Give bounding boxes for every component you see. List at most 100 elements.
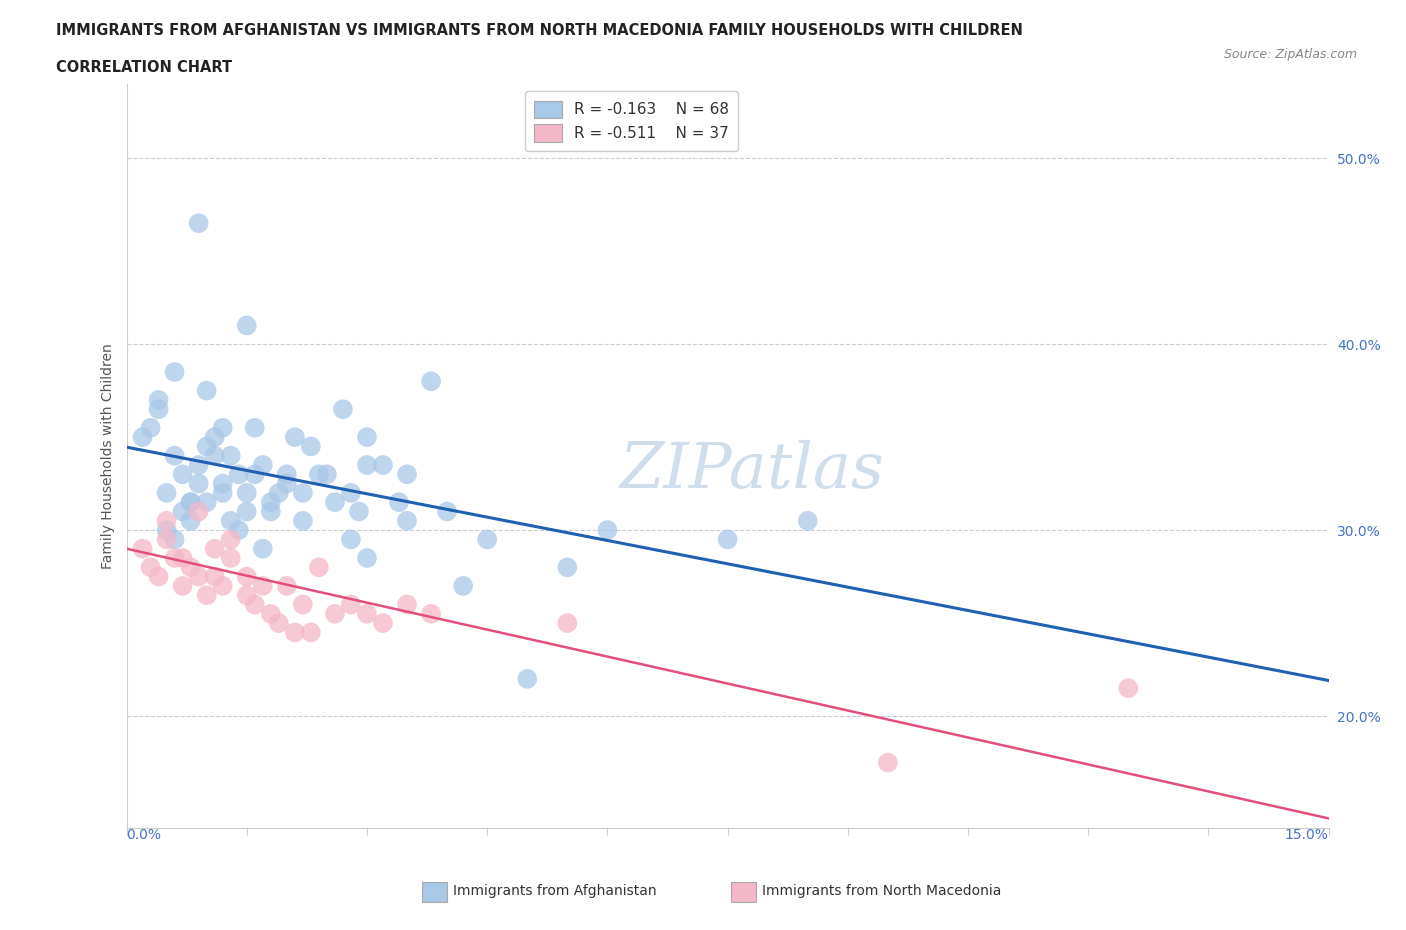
Point [877,755,900,770]
Point [243,597,266,612]
Point [267,616,290,631]
Point [235,588,259,603]
Point [596,523,619,538]
Point [260,606,283,621]
Text: CORRELATION CHART: CORRELATION CHART [56,60,232,75]
Point [475,532,498,547]
Point [796,513,818,528]
Point [235,485,259,500]
Point [195,383,218,398]
Point [315,467,337,482]
Point [204,448,226,463]
Point [187,504,209,519]
Point [299,625,322,640]
Point [332,402,354,417]
Point [195,588,218,603]
Point [323,606,346,621]
Point [555,560,579,575]
Point [267,485,290,500]
Point [180,560,202,575]
Point [204,541,226,556]
Text: Source: ZipAtlas.com: Source: ZipAtlas.com [1223,48,1357,61]
Point [235,504,259,519]
Point [308,467,330,482]
Point [716,532,740,547]
Point [291,597,314,612]
Point [235,569,259,584]
Point [180,513,202,528]
Point [131,430,153,445]
Point [155,485,177,500]
Point [555,616,579,631]
Point [451,578,474,593]
Point [139,560,162,575]
Point [260,495,283,510]
Point [195,495,218,510]
Point [420,374,443,389]
Point [211,476,233,491]
Point [219,513,242,528]
Point [211,485,233,500]
Point [340,532,363,547]
Point [148,402,170,417]
Point [180,495,202,510]
Point [420,606,443,621]
Bar [422,882,447,902]
Point [308,560,330,575]
Point [276,476,298,491]
Bar [731,882,756,902]
Point [284,625,307,640]
Text: ZIPatlas: ZIPatlas [619,440,884,501]
Point [172,578,194,593]
Point [211,420,233,435]
Point [323,495,346,510]
Point [436,504,458,519]
Text: 15.0%: 15.0% [1285,828,1329,842]
Point [284,430,307,445]
Point [516,671,538,686]
Point [139,420,162,435]
Text: IMMIGRANTS FROM AFGHANISTAN VS IMMIGRANTS FROM NORTH MACEDONIA FAMILY HOUSEHOLDS: IMMIGRANTS FROM AFGHANISTAN VS IMMIGRANT… [56,23,1024,38]
Point [235,318,259,333]
Point [148,569,170,584]
Point [276,467,298,482]
Point [187,569,209,584]
Point [388,495,411,510]
Point [219,448,242,463]
Point [356,430,378,445]
Point [155,513,177,528]
Legend: R = -0.163    N = 68, R = -0.511    N = 37: R = -0.163 N = 68, R = -0.511 N = 37 [524,91,738,151]
Point [219,532,242,547]
Point [204,569,226,584]
Point [163,365,186,379]
Point [228,523,250,538]
Point [155,523,177,538]
Point [396,467,419,482]
Point [180,495,202,510]
Point [340,597,363,612]
Point [187,476,209,491]
Point [356,551,378,565]
Point [1118,681,1140,696]
Point [276,578,298,593]
Point [371,458,394,472]
Point [291,485,314,500]
Y-axis label: Family Households with Children: Family Households with Children [101,343,115,568]
Point [163,532,186,547]
Point [195,439,218,454]
Point [163,551,186,565]
Point [340,485,363,500]
Point [148,392,170,407]
Point [371,616,394,631]
Point [396,513,419,528]
Point [347,504,370,519]
Point [356,606,378,621]
Point [155,532,177,547]
Point [228,467,250,482]
Point [396,597,419,612]
Point [172,504,194,519]
Point [291,513,314,528]
Point [187,458,209,472]
Point [211,578,233,593]
Text: Immigrants from North Macedonia: Immigrants from North Macedonia [762,884,1001,898]
